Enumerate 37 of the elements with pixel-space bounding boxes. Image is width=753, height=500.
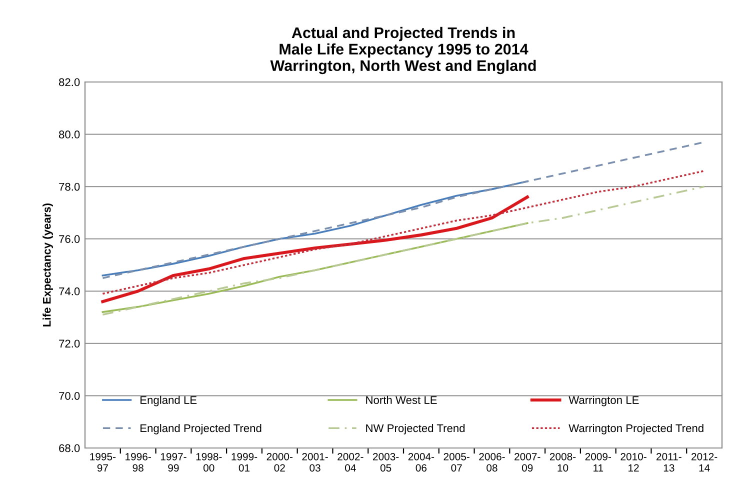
x-tick-label: 2006-08 <box>479 452 505 472</box>
x-tick-label: 2005-07 <box>444 452 470 472</box>
legend-label: Warrington LE <box>568 396 639 406</box>
chart-title: Actual and Projected Trends in Male Life Expectancy 1995 to 2014 Warrington, North West and England <box>270 26 536 74</box>
y-tick-label: 74.0 <box>59 287 80 296</box>
x-tick-label: 2004-06 <box>408 452 434 472</box>
x-tick-label: 2001-03 <box>302 452 328 472</box>
x-tick-label: 1995-97 <box>90 452 116 472</box>
line-series <box>101 196 529 304</box>
x-tick-label: 2007-09 <box>514 452 540 472</box>
legend-label: Warrington Projected Trend <box>568 424 704 434</box>
line-series <box>102 186 706 316</box>
x-tick-label: 2002-04 <box>338 452 364 472</box>
x-tick-label: 1999-01 <box>232 452 258 472</box>
legend-label: NW Projected Trend <box>366 424 465 434</box>
x-tick-label: 2000-02 <box>266 452 292 472</box>
y-tick-label: 68.0 <box>59 444 80 452</box>
y-axis-title: Life Expectancy (years) <box>42 203 53 326</box>
y-tick-label: 82.0 <box>59 78 80 86</box>
x-tick-label: 2008-10 <box>550 452 576 472</box>
x-tick-label: 2003-05 <box>373 452 399 472</box>
y-tick-label: 72.0 <box>59 340 80 348</box>
legend-label: North West LE <box>366 396 437 404</box>
x-tick-label: 2010-12 <box>620 452 646 472</box>
y-tick-label: 76.0 <box>59 235 80 243</box>
x-tick-label: 1998-00 <box>196 452 222 472</box>
x-tick-label: 2011-13 <box>656 452 682 472</box>
x-tick-label: 1997-99 <box>160 452 186 472</box>
line-series <box>102 170 706 295</box>
y-tick-label: 78.0 <box>59 182 80 191</box>
x-tick-label: 2009-11 <box>585 452 611 472</box>
legend-label: England LE <box>140 396 197 406</box>
x-tick-label: 2012-14 <box>692 452 718 472</box>
x-tick-label: 1996-98 <box>126 452 151 472</box>
y-tick-label: 80.0 <box>59 130 80 138</box>
legend-label: England Projected Trend <box>140 424 262 434</box>
y-tick-label: 70.0 <box>59 392 80 400</box>
